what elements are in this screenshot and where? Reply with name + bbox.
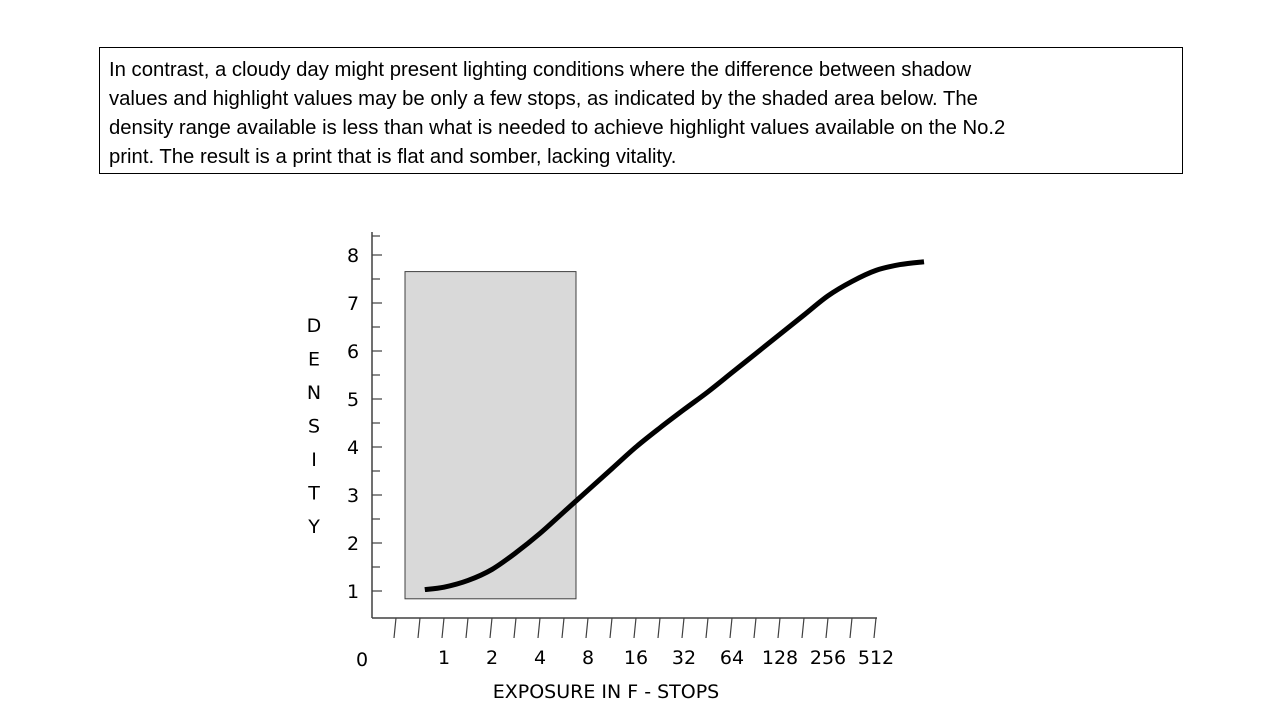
x-tick-label: 4	[534, 647, 546, 669]
x-axis-tick	[681, 617, 685, 639]
x-axis-tick	[729, 617, 733, 639]
y-axis-label-letter: I	[311, 449, 317, 471]
x-axis-tick	[825, 617, 829, 639]
x-axis-tick	[417, 617, 421, 639]
x-tick-label: 1	[438, 647, 450, 669]
x-tick-label: 16	[624, 647, 648, 669]
x-axis-tick	[465, 617, 469, 639]
shaded-range-area	[404, 271, 577, 600]
x-tick-label: 64	[720, 647, 744, 669]
x-axis-tick	[585, 617, 589, 639]
y-tick-label: 4	[347, 437, 359, 459]
x-axis-tick	[777, 617, 781, 639]
paragraph-line-4: print. The result is a print that is fla…	[109, 146, 677, 168]
y-tick-label: 6	[347, 341, 359, 363]
paragraph-line-3: density range available is less than wha…	[109, 117, 1006, 139]
paragraph-line-2: values and highlight values may be only …	[109, 88, 978, 110]
paragraph-line-1: In contrast, a cloudy day might present …	[109, 59, 972, 81]
x-tick-label: 512	[858, 647, 894, 669]
x-axis-tick	[561, 617, 565, 639]
x-axis-label: EXPOSURE IN F - STOPS	[493, 681, 720, 703]
y-tick-label: 3	[347, 485, 359, 507]
characteristic-curve-line	[424, 259, 925, 593]
y-axis-label-letter: Y	[307, 516, 320, 538]
y-axis-label-letter: T	[307, 483, 320, 505]
x-tick-label: 8	[582, 647, 594, 669]
y-tick-label: 5	[347, 389, 359, 411]
x-axis-tick	[393, 617, 397, 639]
x-axis-tick	[513, 617, 517, 639]
y-axis-label-letter: N	[307, 382, 321, 404]
x-axis-tick	[537, 617, 541, 639]
x-axis-tick	[753, 617, 757, 639]
x-axis-tick	[489, 617, 493, 639]
x-axis-tick	[705, 617, 709, 639]
x-axis-tick	[441, 617, 445, 639]
x-axis-tick	[849, 617, 853, 639]
x-tick-label: 256	[810, 647, 846, 669]
x-axis-tick	[657, 617, 661, 639]
y-tick-label: 1	[347, 581, 359, 603]
x-axis-tick	[873, 617, 877, 639]
x-axis-tick	[801, 617, 805, 639]
y-tick-label: 7	[347, 293, 359, 315]
x-tick-label: 128	[762, 647, 798, 669]
y-axis-label-letter: E	[308, 349, 320, 371]
x-tick-label: 2	[486, 647, 498, 669]
y-axis-label-letter: S	[308, 416, 320, 438]
x-tick-label: 32	[672, 647, 696, 669]
description-text-box: In contrast, a cloudy day might present …	[99, 47, 1183, 174]
y-tick-label: 2	[347, 533, 359, 555]
x-origin-label: 0	[356, 649, 368, 671]
y-tick-label: 8	[347, 245, 359, 267]
x-axis-tick	[633, 617, 637, 639]
x-axis-tick	[609, 617, 613, 639]
y-axis-label-letter: D	[307, 315, 322, 337]
